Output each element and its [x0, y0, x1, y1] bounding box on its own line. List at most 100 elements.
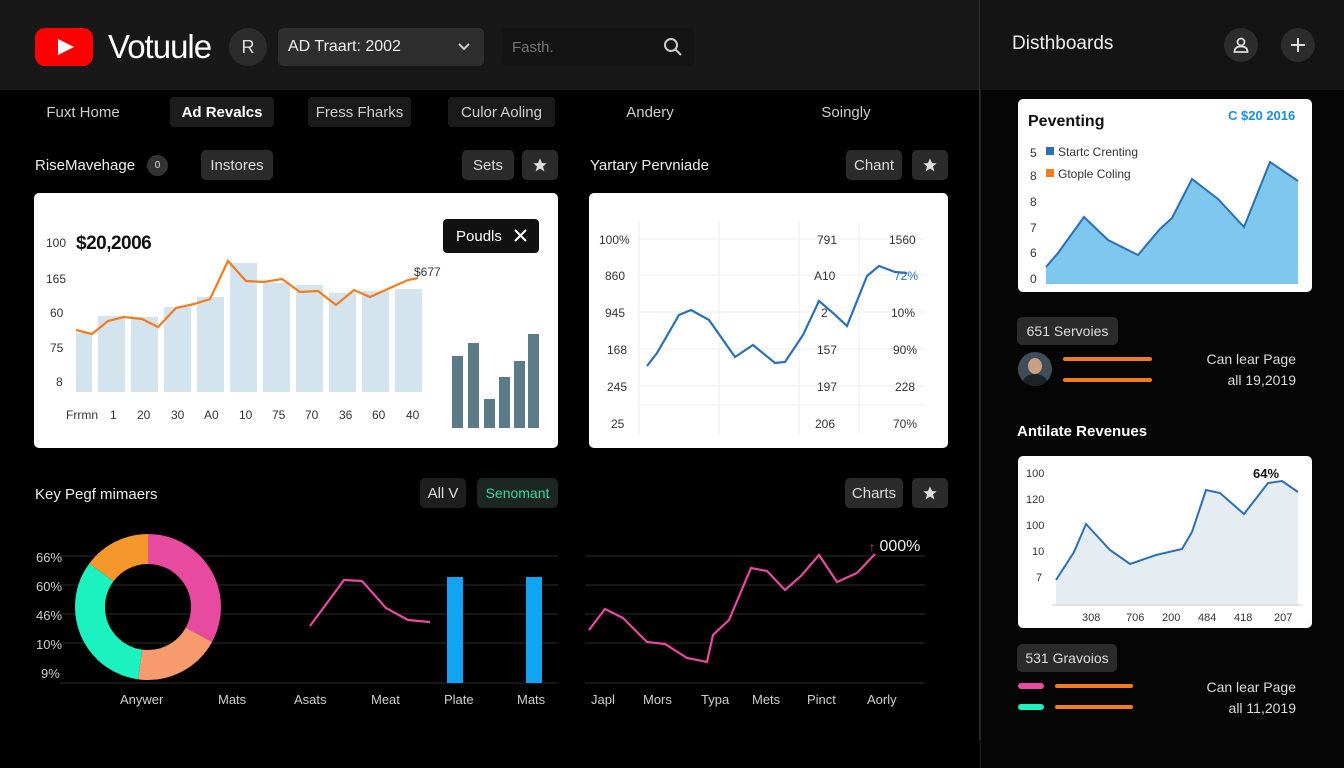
cycle-icon: C — [1228, 108, 1238, 123]
progress-line — [1063, 357, 1152, 361]
col2-value: 2 — [821, 306, 828, 320]
services-button[interactable]: 651 Servoies — [1017, 317, 1118, 345]
chart-bar — [329, 293, 356, 392]
tab-fress-fharks[interactable]: Fress Fharks — [308, 97, 411, 127]
x-label: 706 — [1126, 612, 1145, 624]
tab-andery[interactable]: Andery — [626, 103, 674, 121]
y-label: 7 — [1030, 221, 1037, 235]
x-label: Typa — [701, 692, 730, 707]
revenue-value: $20,2006 — [76, 233, 152, 254]
chant-button[interactable]: Chant — [846, 150, 902, 180]
progress-line — [1055, 705, 1133, 709]
filter-popup[interactable]: Poudls — [443, 219, 539, 253]
col3-value: 228 — [895, 380, 916, 394]
x-label: Japl — [591, 692, 615, 707]
y-label: 10 — [1032, 546, 1045, 558]
instores-button[interactable]: Instores — [201, 150, 273, 180]
col1-value: 945 — [605, 306, 626, 320]
add-button[interactable] — [1281, 28, 1315, 62]
col1-value: 100% — [599, 233, 630, 247]
performance-card: 100% 860 945 168 245 25 791 A10 2 157 19… — [589, 193, 948, 448]
popup-label: Poudls — [456, 227, 502, 245]
x-label: Asats — [294, 692, 327, 707]
gravoios-button[interactable]: 531 Gravoios — [1017, 644, 1117, 672]
col3-value: 10% — [891, 306, 916, 320]
x-label: 30 — [171, 408, 185, 422]
chart-bar — [296, 285, 323, 392]
x-label: 75 — [272, 408, 286, 422]
legend-swatch-blue — [1046, 147, 1054, 155]
y-label: 120 — [1026, 494, 1045, 506]
y-label: 165 — [46, 272, 67, 286]
x-label: 308 — [1082, 612, 1101, 624]
col1-value: 168 — [607, 343, 628, 357]
x-label: 200 — [1162, 612, 1181, 624]
x-label: Mats — [218, 692, 247, 707]
all-filter-button[interactable]: All V — [420, 478, 466, 508]
close-icon[interactable] — [514, 229, 527, 242]
legend-pill-pink — [1018, 683, 1044, 689]
x-label: 60 — [372, 408, 386, 422]
account-avatar[interactable]: R — [229, 28, 267, 66]
x-label: 484 — [1198, 612, 1217, 624]
dropdown-value: AD Traart: 2002 — [288, 38, 401, 55]
panel1-badge: 0 — [147, 155, 168, 176]
revenue-line — [75, 259, 419, 336]
chart-bar — [131, 317, 158, 392]
chart-bar — [164, 307, 191, 392]
y-label: 0 — [1030, 272, 1037, 286]
x-label: Mets — [752, 692, 781, 707]
search-icon[interactable] — [663, 37, 683, 57]
avatar — [1018, 352, 1052, 386]
tab-ad-revalcs[interactable]: Ad Revalcs — [170, 97, 274, 127]
chart-bar — [514, 361, 525, 428]
senomant-button[interactable]: Senomant — [477, 478, 558, 508]
col3-value: 72% — [894, 269, 919, 283]
star-button[interactable] — [912, 150, 948, 180]
legend-pill-teal — [1018, 704, 1044, 710]
search-box[interactable] — [502, 28, 694, 66]
play-logo-icon[interactable] — [35, 28, 93, 66]
col1-value: 245 — [607, 380, 628, 394]
col1-value: 25 — [611, 417, 625, 431]
revenues-card: 64% 100 120 100 10 7 308 706 200 484 418… — [1018, 456, 1312, 628]
tab-soingly[interactable]: Soingly — [821, 103, 871, 121]
card1-title: Peventing — [1028, 113, 1105, 130]
account-letter: R — [241, 36, 255, 57]
tab-home[interactable]: Fuxt Home — [46, 103, 120, 121]
y-label: 75 — [50, 341, 64, 355]
col3-value: 1560 — [889, 233, 916, 247]
y-label: 46% — [36, 608, 63, 623]
progress-line — [1063, 378, 1152, 382]
y-label: 7 — [1036, 572, 1043, 584]
star-icon — [923, 158, 937, 172]
user-button[interactable] — [1224, 28, 1258, 62]
trend-value-text: 000% — [879, 538, 921, 555]
x-label: Aorly — [867, 692, 897, 707]
y-label: 100 — [46, 236, 67, 250]
card2-value: 64% — [1253, 466, 1280, 481]
search-input[interactable] — [512, 37, 652, 57]
x-label: 1 — [110, 408, 117, 422]
x-label: 207 — [1274, 612, 1293, 624]
y-label: 10% — [36, 637, 63, 652]
panel2-title: Yartary Pervniade — [590, 157, 709, 174]
tab-culor-aoling[interactable]: Culor Aoling — [448, 97, 555, 127]
user-icon — [1233, 37, 1249, 53]
sets-button[interactable]: Sets — [462, 150, 514, 180]
star-icon — [923, 486, 937, 500]
star-button[interactable] — [522, 150, 558, 180]
star-icon — [533, 158, 547, 172]
x-label: Meat — [371, 692, 400, 707]
x-label: Anywer — [120, 692, 164, 707]
preventing-area-chart — [1045, 160, 1299, 284]
star-button[interactable] — [912, 478, 948, 508]
y-label: 60 — [50, 306, 64, 320]
col3-value: 70% — [893, 417, 918, 431]
progress-line — [1055, 684, 1133, 688]
charts-button[interactable]: Charts — [845, 478, 903, 508]
page-row2-title: Can lear Page — [1206, 679, 1296, 695]
panel3-title: Key Pegf mimaers — [35, 486, 158, 503]
date-dropdown[interactable]: AD Traart: 2002 — [278, 28, 484, 66]
peak-label: $677 — [414, 265, 441, 279]
